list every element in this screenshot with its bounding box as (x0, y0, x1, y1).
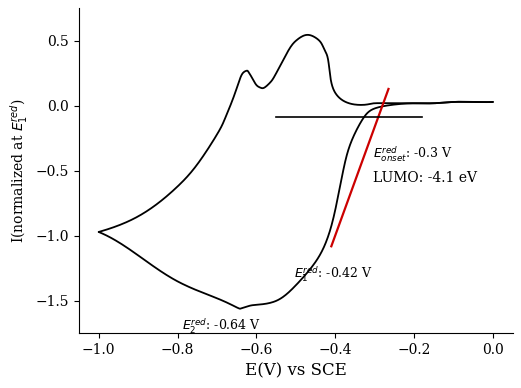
Text: $E_1^{red}$: -0.42 V: $E_1^{red}$: -0.42 V (294, 265, 373, 284)
X-axis label: E(V) vs SCE: E(V) vs SCE (245, 363, 347, 380)
Y-axis label: I(normalized at $E_1^{red}$): I(normalized at $E_1^{red}$) (8, 99, 30, 243)
Text: LUMO: -4.1 eV: LUMO: -4.1 eV (373, 171, 477, 185)
Text: $E_{onset}^{red}$: -0.3 V: $E_{onset}^{red}$: -0.3 V (373, 145, 453, 164)
Text: $E_2^{red}$: -0.64 V: $E_2^{red}$: -0.64 V (181, 317, 260, 336)
